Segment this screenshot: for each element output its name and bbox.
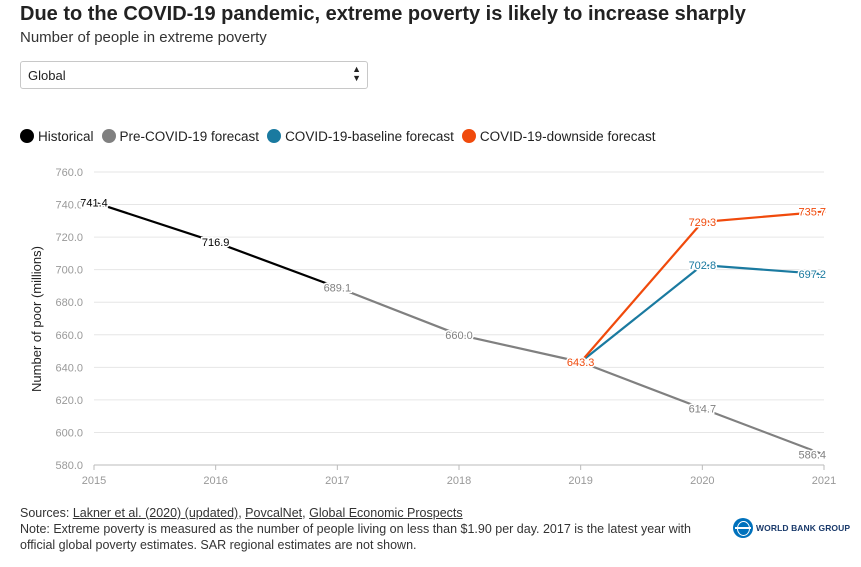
chart-title: Due to the COVID-19 pandemic, extreme po… [20, 3, 746, 25]
x-tick-label: 2016 [203, 475, 227, 487]
x-tick-label: 2019 [568, 475, 592, 487]
legend-item-pre-covid[interactable]: Pre-COVID-19 forecast [101, 128, 260, 144]
source-separator: , [238, 506, 246, 520]
data-label: 741.4 [80, 197, 108, 209]
legend-item-historical[interactable]: Historical [20, 129, 94, 144]
legend-label-historical: Historical [38, 128, 94, 144]
y-tick-label: 640.0 [55, 362, 83, 374]
data-point [822, 209, 826, 214]
note-text: Note: Extreme poverty is measured as the… [20, 522, 691, 552]
legend-dot-baseline [267, 129, 282, 143]
y-tick-label: 660.0 [55, 330, 83, 342]
data-label: 729.3 [689, 217, 717, 229]
legend-dot-pre-covid [101, 129, 116, 143]
data-label: 614.7 [689, 404, 717, 416]
select-arrows-icon: ▲ ▼ [352, 64, 361, 83]
data-label: 586.4 [798, 450, 826, 462]
globe-icon [733, 518, 753, 538]
data-point [579, 360, 583, 364]
series-line-3 [579, 210, 825, 363]
data-label: 716.9 [202, 237, 230, 249]
legend-item-baseline[interactable]: COVID-19-baseline forecast [267, 129, 454, 144]
data-point [700, 220, 704, 224]
data-label: 660.0 [445, 330, 473, 342]
data-label: 689.1 [324, 282, 352, 294]
sources-prefix: Sources: [20, 506, 73, 520]
x-tick-label: 2018 [447, 475, 471, 487]
data-point [335, 285, 339, 290]
x-tick-label: 2020 [690, 475, 714, 487]
legend-label-pre-covid: Pre-COVID-19 forecast [119, 128, 260, 144]
data-point [457, 333, 461, 337]
data-point [214, 240, 218, 244]
legend-dot-historical [20, 129, 34, 143]
y-tick-label: 580.0 [55, 460, 83, 472]
data-point [822, 272, 826, 276]
y-tick-label: 600.0 [55, 427, 83, 439]
y-tick-label: 720.0 [55, 232, 83, 244]
series-line-2 [580, 264, 825, 363]
data-label: 697.2 [798, 269, 826, 281]
x-tick-label: 2015 [82, 475, 106, 487]
x-tick-label: 2021 [812, 475, 836, 487]
y-axis-label: Number of poor (millions) [29, 246, 44, 392]
data-point [822, 452, 826, 457]
legend-dot-downside [461, 129, 476, 143]
y-tick-label: 760.0 [55, 167, 83, 179]
source-link-gep[interactable]: Global Economic Prospects [309, 506, 463, 520]
data-label: 702.8 [689, 260, 717, 272]
region-select[interactable]: Global ▲ ▼ [20, 61, 368, 89]
y-tick-label: 680.0 [55, 297, 83, 309]
legend-item-downside[interactable]: COVID-19-downside forecast [461, 128, 656, 144]
data-point [92, 200, 96, 204]
legend-label-baseline: COVID-19-baseline forecast [285, 128, 454, 144]
data-label: 735.7 [798, 207, 826, 219]
legend-label-downside: COVID-19-downside forecast [479, 128, 656, 144]
sources-line: Sources: Lakner et al. (2020) (updated),… [20, 505, 720, 521]
source-link-povcalnet[interactable]: PovcalNet [245, 506, 303, 520]
region-select-value: Global [28, 68, 66, 83]
y-tick-label: 700.0 [55, 265, 83, 277]
data-point [700, 406, 704, 411]
y-tick-label: 620.0 [55, 395, 83, 407]
logo-name: WORLD BANK GROUP [756, 523, 851, 533]
source-link-lakner[interactable]: Lakner et al. (2020) (updated) [72, 506, 239, 520]
legend: Historical Pre-COVID-19 forecast COVID-1… [20, 127, 663, 145]
footer: Sources: Lakner et al. (2020) (updated),… [20, 505, 720, 553]
chart-subtitle: Number of people in extreme poverty [20, 29, 267, 46]
source-separator: , [302, 506, 310, 520]
series-line-1 [336, 286, 825, 456]
y-tick-label: 740.0 [55, 200, 83, 212]
data-label: 643.3 [567, 357, 595, 369]
world-bank-logo: WORLD BANK GROUP [733, 518, 850, 538]
data-point [700, 263, 704, 267]
x-tick-label: 2017 [325, 475, 349, 487]
